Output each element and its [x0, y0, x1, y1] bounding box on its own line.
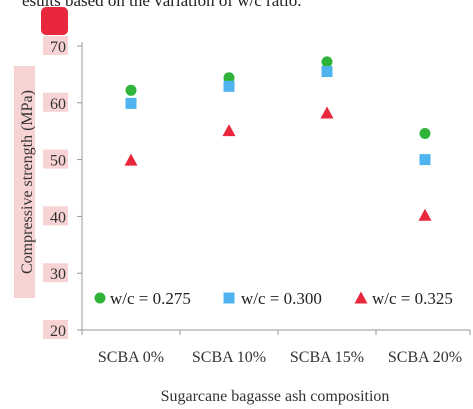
circle-data-point [419, 127, 431, 139]
y-tick-highlight [43, 263, 68, 283]
label-highlights [14, 36, 68, 339]
y-tick-label: 40 [50, 209, 66, 226]
chart-legend: w/c = 0.275 w/c = 0.300 w/c = 0.325 [94, 289, 453, 308]
y-tick-label: 50 [50, 153, 66, 170]
square-data-point [419, 154, 431, 166]
y-tick-label: 20 [50, 323, 66, 340]
triangle-data-point [222, 124, 236, 137]
circle-data-point [321, 56, 333, 68]
chart-axes [77, 42, 471, 335]
y-tick-label: 30 [50, 266, 66, 283]
square-data-point [321, 66, 333, 78]
y-tick-highlight [43, 149, 68, 169]
legend-label: w/c = 0.325 [372, 289, 453, 308]
y-tick-highlight [43, 36, 68, 55]
y-tick-labels: 20 30 40 50 60 70 [50, 39, 66, 340]
data-points [124, 56, 432, 221]
legend-triangle-icon [354, 291, 368, 304]
y-tick-highlight [43, 206, 68, 226]
legend-label: w/c = 0.275 [110, 289, 191, 308]
square-data-point [223, 80, 235, 92]
triangle-data-point [320, 106, 334, 119]
x-tick-label: SCBA 20% [388, 349, 462, 366]
y-tick-highlight [43, 320, 68, 339]
y-tick-label: 60 [50, 96, 66, 113]
x-tick-label: SCBA 15% [290, 349, 364, 366]
circle-data-point [125, 84, 137, 96]
legend-circle-icon [94, 292, 106, 304]
legend-square-icon [223, 292, 235, 304]
y-title-highlight [14, 66, 35, 298]
x-tick-label: SCBA 0% [98, 349, 164, 366]
y-axis-title: Compressive strength (MPa) [19, 90, 36, 274]
y-tick-label: 70 [50, 39, 66, 56]
square-data-point [125, 97, 137, 109]
circle-data-point [223, 72, 235, 84]
x-tick-label: SCBA 10% [192, 349, 266, 366]
red-annotation-marker [41, 7, 68, 35]
x-axis-title: Sugarcane bagasse ash composition [161, 388, 390, 405]
triangle-data-point [124, 153, 138, 166]
triangle-data-point [418, 208, 432, 221]
caption-fragment: esults based on the variation of w/c rat… [22, 0, 302, 10]
y-tick-highlight [43, 92, 68, 112]
legend-label: w/c = 0.300 [241, 289, 322, 308]
x-tick-labels: SCBA 0% SCBA 10% SCBA 15% SCBA 20% [98, 349, 462, 366]
